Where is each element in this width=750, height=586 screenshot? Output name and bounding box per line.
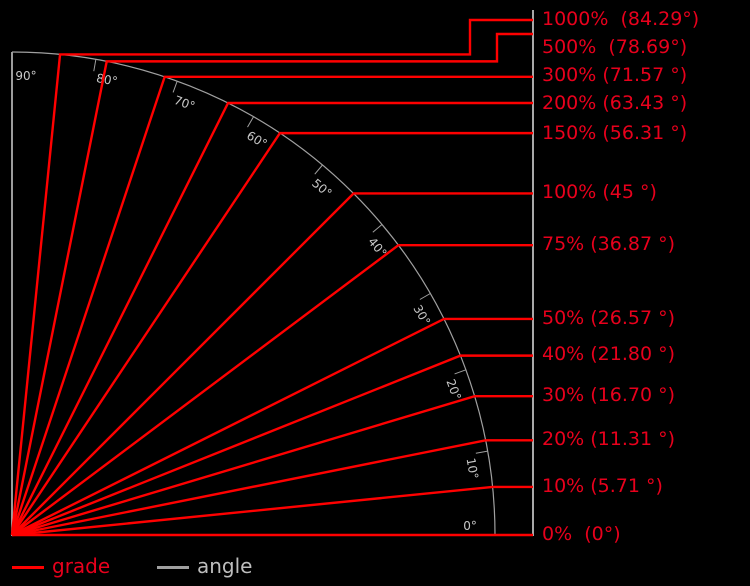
- grade-label: 300% (71.57 °): [542, 64, 688, 86]
- grade-line: [11, 243, 533, 536]
- grade-line: [11, 131, 533, 536]
- grade-label: 40% (21.80 °): [542, 343, 676, 365]
- angle-tick-label: 60°: [244, 128, 269, 151]
- legend-grade: grade: [12, 554, 110, 578]
- grade-line: [11, 354, 533, 537]
- angle-tick-label: 90°: [15, 69, 36, 83]
- grade-line: [10, 32, 533, 536]
- grade-line: [10, 101, 533, 536]
- grade-line: [11, 439, 533, 537]
- grade-label: 1000% (84.29°): [542, 8, 700, 30]
- angle-tick-label: 70°: [172, 93, 197, 113]
- angle-tick-label: 40°: [365, 235, 389, 260]
- grade-line: [11, 485, 533, 537]
- angle-tick-label: 50°: [309, 176, 334, 200]
- grade-line: [11, 395, 533, 537]
- angle-tick-label: 0°: [463, 519, 477, 533]
- grade-label: 75% (36.87 °): [542, 233, 676, 255]
- grade-line: [10, 18, 533, 536]
- grade-line: [10, 75, 533, 536]
- grade-label: 30% (16.70 °): [542, 384, 676, 406]
- angle-swatch-icon: [157, 566, 189, 569]
- legend-angle: angle: [157, 554, 253, 578]
- grade-label: 20% (11.31 °): [542, 428, 676, 450]
- legend-angle-label: angle: [197, 554, 253, 578]
- grade-label: 200% (63.43 °): [542, 92, 688, 114]
- grade-swatch-icon: [12, 566, 44, 569]
- grade-label: 150% (56.31 °): [542, 122, 688, 144]
- legend-grade-label: grade: [52, 554, 111, 578]
- angle-tick-label: 10°: [463, 457, 480, 480]
- grade-label: 500% (78.69°): [542, 36, 688, 58]
- grade-label: 10% (5.71 °): [542, 475, 663, 497]
- angle-tick-label: 80°: [95, 71, 118, 88]
- grade-line: [11, 192, 533, 536]
- grade-label: 100% (45 °): [542, 181, 657, 203]
- grade-line: [11, 317, 533, 537]
- angle-tick-label: 30°: [410, 302, 433, 327]
- grade-label: 0% (0°): [542, 523, 621, 545]
- angle-tick-label: 20°: [443, 377, 463, 402]
- grade-lines: [10, 18, 533, 537]
- grade-label: 50% (26.57 °): [542, 307, 676, 329]
